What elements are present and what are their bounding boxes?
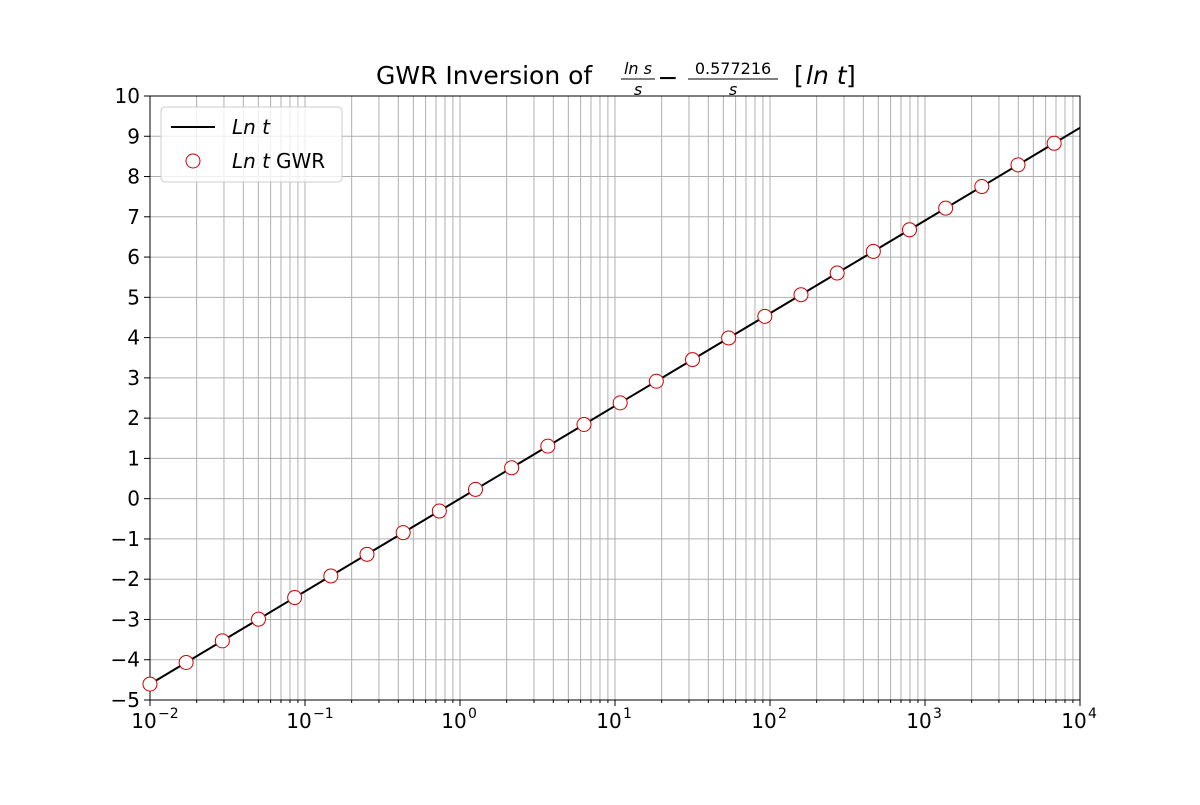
title-bracket-close: ] (846, 61, 856, 90)
title-minus: − (658, 63, 679, 92)
x-tick-label: 10 (441, 709, 466, 733)
data-point-gwr (865, 243, 881, 259)
data-point-gwr (431, 503, 447, 519)
data-point-gwr (793, 287, 809, 303)
data-point-gwr (540, 438, 556, 454)
y-tick-label: −4 (111, 648, 140, 672)
y-tick-label: 1 (127, 446, 140, 470)
y-tick-label: −1 (111, 527, 140, 551)
x-tick-label-exponent: 4 (1088, 706, 1097, 722)
data-point-gwr (251, 611, 267, 627)
data-point-gwr (142, 676, 158, 692)
data-point-gwr (468, 481, 484, 497)
title-frac1-denominator: s (634, 80, 642, 99)
data-point-gwr (974, 179, 990, 195)
data-point-gwr (901, 222, 917, 238)
y-tick-label: 2 (127, 406, 140, 430)
x-tick-label: 10 (1061, 709, 1086, 733)
data-point-gwr (504, 460, 520, 476)
data-point-gwr (178, 654, 194, 670)
legend-label-ln-t-gwr: Ln t GWR (232, 149, 325, 173)
x-tick-label: 10 (751, 709, 776, 733)
data-point-gwr (287, 590, 303, 606)
x-tick-label-exponent: 1 (623, 706, 632, 722)
y-tick-label: 9 (127, 124, 140, 148)
x-tick-label-exponent: 0 (468, 706, 477, 722)
x-tick-label-exponent: −2 (158, 706, 179, 722)
x-tick-label-exponent: 3 (933, 706, 942, 722)
x-tick-label: 10 (131, 709, 156, 733)
data-point-gwr (1010, 157, 1026, 173)
data-point-gwr (757, 308, 773, 324)
data-point-gwr (214, 633, 230, 649)
data-point-gwr (395, 525, 411, 541)
title-bracket-content: ln t (806, 61, 848, 90)
data-point-gwr (721, 330, 737, 346)
data-point-gwr (359, 546, 375, 562)
data-point-gwr (1046, 135, 1062, 151)
title-bracket-open: [ (794, 61, 804, 90)
grid (150, 96, 1080, 700)
data-point-gwr (576, 416, 592, 432)
legend-marker-swatch (185, 153, 201, 169)
legend-box (160, 106, 343, 183)
legend-label-ln-t-gwr-plain: GWR (276, 149, 325, 173)
x-tick-label: 10 (286, 709, 311, 733)
y-tick-label: −3 (111, 607, 140, 631)
y-tick-label: 10 (115, 84, 140, 108)
x-tick-label-exponent: −1 (313, 706, 334, 722)
y-tick-label: 8 (127, 165, 140, 189)
chart-title: GWR Inversion of ln s s − 0.577216 s [ l… (376, 59, 856, 99)
y-tick-label: 5 (127, 285, 140, 309)
legend-label-ln-t-gwr-italic: Ln t (232, 149, 271, 173)
y-tick-label: 7 (127, 205, 140, 229)
series-layer (142, 126, 1081, 692)
y-tick-label: 6 (127, 245, 140, 269)
x-tick-label: 10 (596, 709, 621, 733)
y-tick-label: 4 (127, 326, 140, 350)
x-tick-label-exponent: 2 (778, 706, 787, 722)
x-tick-label: 10 (906, 709, 931, 733)
title-frac1-numerator: ln s (624, 59, 652, 78)
title-frac2-numerator: 0.577216 (695, 59, 771, 78)
y-tick-label: −5 (111, 688, 140, 712)
y-tick-label: −2 (111, 567, 140, 591)
legend-label-ln-t: Ln t (232, 115, 271, 139)
y-tick-label: 3 (127, 366, 140, 390)
data-point-gwr (938, 200, 954, 216)
data-point-gwr (323, 568, 339, 584)
data-point-gwr (648, 373, 664, 389)
title-frac2-denominator: s (729, 80, 737, 99)
legend: Ln t Ln t GWR (160, 106, 343, 183)
data-point-gwr (829, 265, 845, 281)
y-tick-label: 0 (127, 487, 140, 511)
data-point-gwr (684, 352, 700, 368)
data-point-gwr (612, 395, 628, 411)
title-main: GWR Inversion of (376, 61, 593, 90)
